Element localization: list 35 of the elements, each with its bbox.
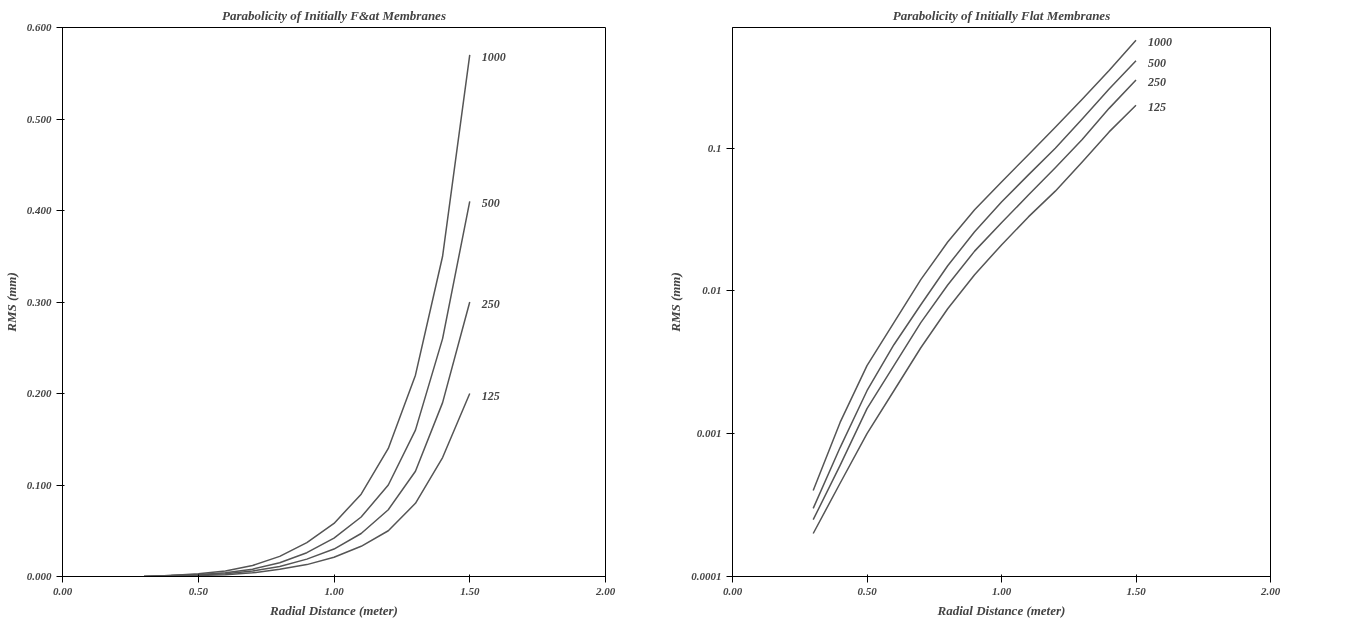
x-tick-label: 0.00 <box>52 584 73 597</box>
series-label: 250 <box>480 297 500 311</box>
y-tick-label: 0.000 <box>26 570 52 582</box>
y-tick-label: 0.400 <box>26 204 52 216</box>
y-tick-label: 0.500 <box>26 112 52 125</box>
x-axis-title: Radial Distance (meter) <box>269 602 398 618</box>
x-tick-label: 1.00 <box>324 584 345 597</box>
y-tick-label: 0.01 <box>702 284 722 297</box>
y-tick-label: 0.1 <box>707 141 722 154</box>
x-tick-label: 0.00 <box>722 584 743 597</box>
y-axis-title: RMS (mm) <box>668 272 684 333</box>
x-tick-label: 1.50 <box>1126 584 1147 597</box>
series-label: 1000 <box>1148 35 1172 50</box>
x-tick-label: 0.50 <box>188 584 209 597</box>
x-axis-title: Radial Distance (meter) <box>936 602 1066 618</box>
y-axis-title: RMS (mm) <box>3 272 19 333</box>
x-tick-label: 2.00 <box>1259 584 1281 597</box>
x-tick-label: 2.00 <box>594 584 616 597</box>
series-label: 125 <box>481 388 500 403</box>
y-tick-label: 0.001 <box>696 427 722 440</box>
series-label: 500 <box>1148 55 1166 70</box>
series-label: 125 <box>1148 100 1166 115</box>
series-label: 1000 <box>481 49 506 64</box>
chart-title: Parabolicity of Initially F&at Membranes <box>222 7 446 23</box>
series-label: 250 <box>1147 75 1166 90</box>
x-tick-label: 1.00 <box>991 584 1012 597</box>
y-tick-label: 0.100 <box>26 478 52 491</box>
x-tick-label: 1.50 <box>460 584 480 597</box>
y-tick-label: 0.200 <box>26 387 52 399</box>
y-tick-label: 0.300 <box>26 295 52 308</box>
series-label: 500 <box>481 196 500 211</box>
chart-title: Parabolicity of Initially Flat Membranes <box>892 7 1111 23</box>
x-tick-label: 0.50 <box>857 584 878 597</box>
y-tick-label: 0.600 <box>26 21 52 33</box>
y-tick-label: 0.0001 <box>691 570 722 582</box>
